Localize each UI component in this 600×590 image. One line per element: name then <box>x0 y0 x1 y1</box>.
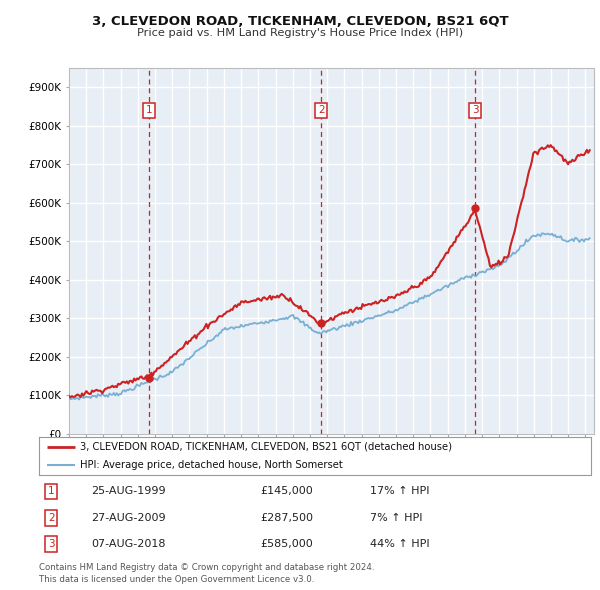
Text: 07-AUG-2018: 07-AUG-2018 <box>91 539 166 549</box>
Text: £287,500: £287,500 <box>260 513 313 523</box>
Text: 27-AUG-2009: 27-AUG-2009 <box>91 513 166 523</box>
Text: Price paid vs. HM Land Registry's House Price Index (HPI): Price paid vs. HM Land Registry's House … <box>137 28 463 38</box>
Text: 25-AUG-1999: 25-AUG-1999 <box>91 486 166 496</box>
Text: 3, CLEVEDON ROAD, TICKENHAM, CLEVEDON, BS21 6QT: 3, CLEVEDON ROAD, TICKENHAM, CLEVEDON, B… <box>92 15 508 28</box>
Text: 17% ↑ HPI: 17% ↑ HPI <box>370 486 430 496</box>
Text: £585,000: £585,000 <box>260 539 313 549</box>
Text: 1: 1 <box>48 486 55 496</box>
Text: This data is licensed under the Open Government Licence v3.0.: This data is licensed under the Open Gov… <box>39 575 314 584</box>
Text: 2: 2 <box>48 513 55 523</box>
Text: 3, CLEVEDON ROAD, TICKENHAM, CLEVEDON, BS21 6QT (detached house): 3, CLEVEDON ROAD, TICKENHAM, CLEVEDON, B… <box>80 442 452 452</box>
Text: 44% ↑ HPI: 44% ↑ HPI <box>370 539 430 549</box>
Text: 1: 1 <box>146 105 152 115</box>
Text: £145,000: £145,000 <box>260 486 313 496</box>
Text: 3: 3 <box>472 105 479 115</box>
Text: 3: 3 <box>48 539 55 549</box>
Text: Contains HM Land Registry data © Crown copyright and database right 2024.: Contains HM Land Registry data © Crown c… <box>39 563 374 572</box>
Text: 7% ↑ HPI: 7% ↑ HPI <box>370 513 423 523</box>
Text: HPI: Average price, detached house, North Somerset: HPI: Average price, detached house, Nort… <box>80 460 343 470</box>
Text: 2: 2 <box>318 105 325 115</box>
